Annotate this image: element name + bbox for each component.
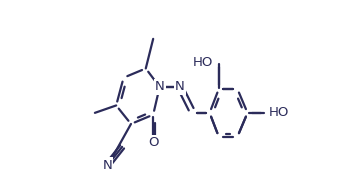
Text: HO: HO (269, 106, 289, 119)
Text: N: N (155, 80, 165, 93)
Text: N: N (175, 80, 185, 93)
Text: O: O (148, 136, 158, 149)
Text: HO: HO (193, 56, 213, 69)
Text: N: N (103, 159, 112, 171)
